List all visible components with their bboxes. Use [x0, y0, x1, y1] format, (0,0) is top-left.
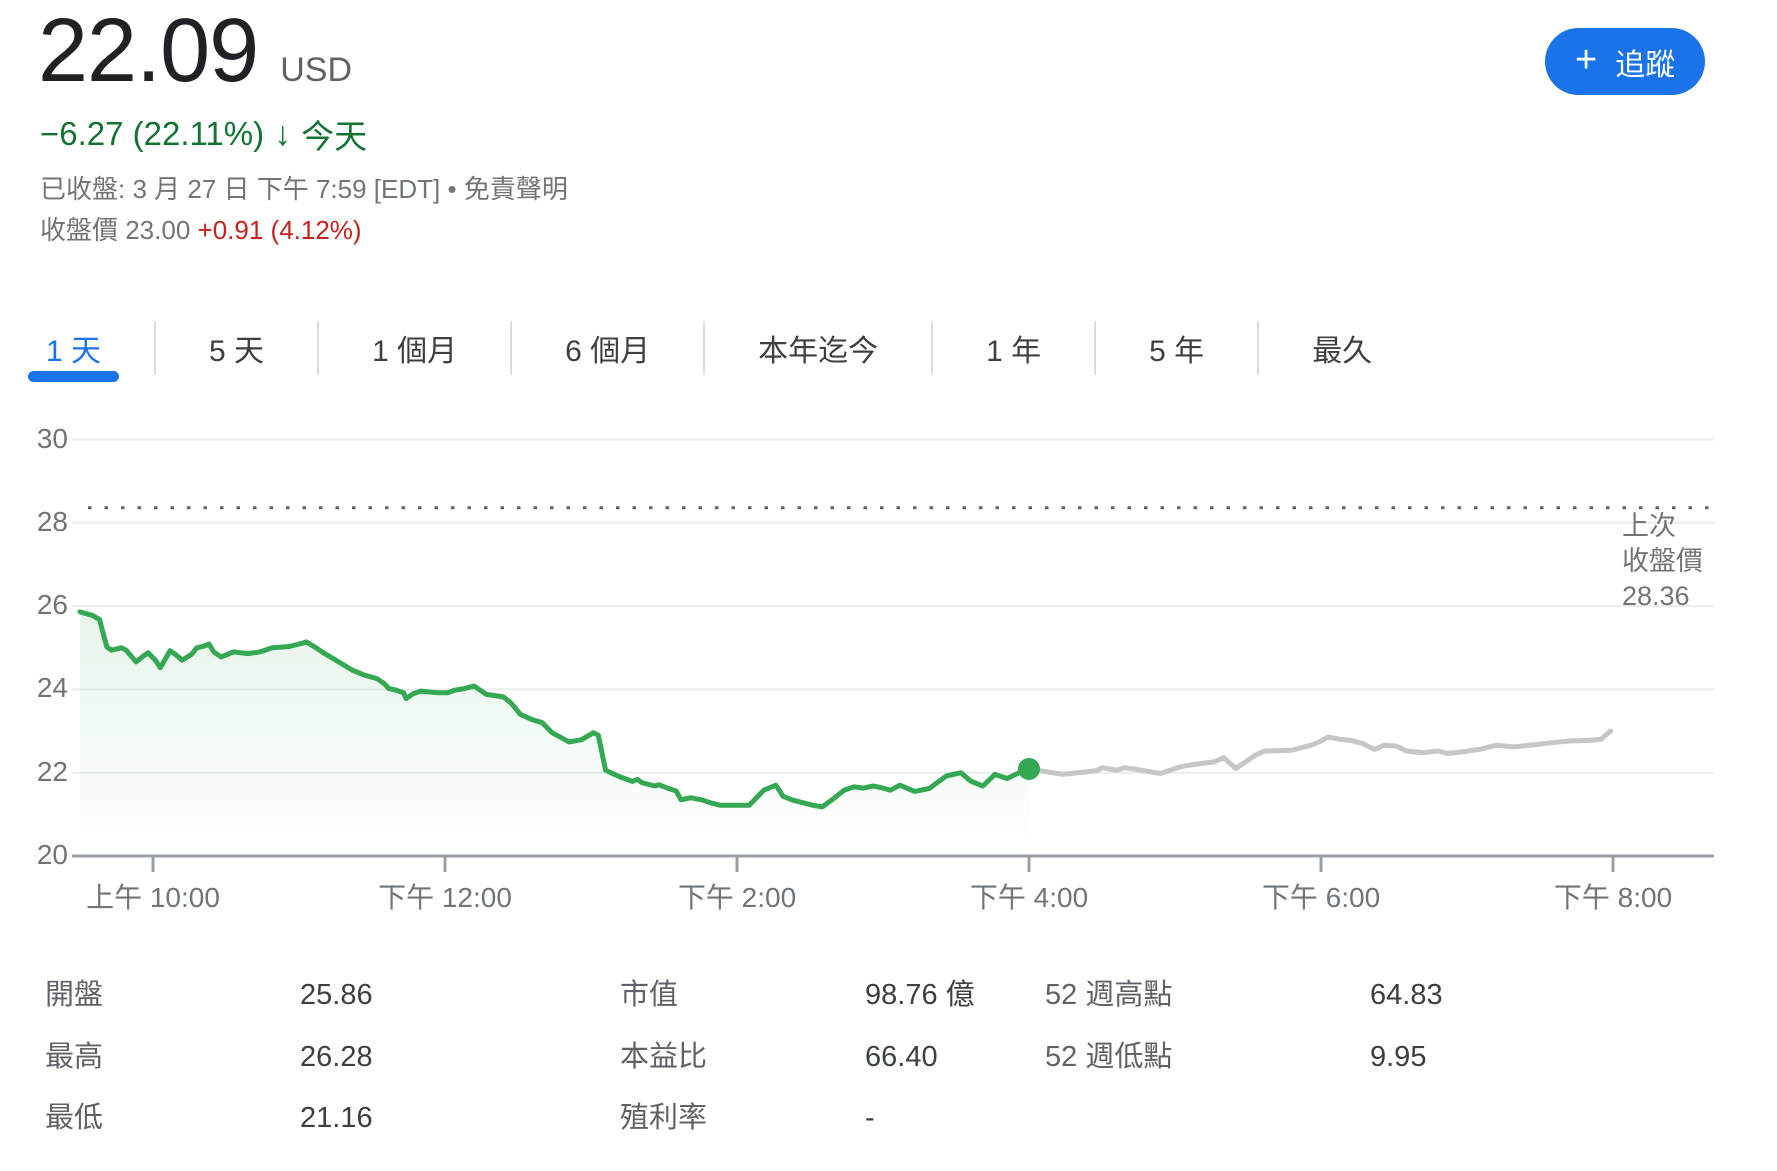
intraday-line: [77, 609, 1032, 810]
bullet-separator: •: [447, 174, 457, 204]
tab-6-months[interactable]: 6 個月: [565, 335, 651, 368]
tab-5-days[interactable]: 5 天: [209, 335, 265, 368]
tab-max[interactable]: 最久: [1312, 335, 1373, 368]
market-status-line: 已收盤: 3 月 27 日 下午 7:59 [EDT] • 免責聲明: [40, 169, 568, 206]
down-arrow-icon: ↓: [274, 115, 292, 153]
stat-label-market-cap: 市值: [620, 979, 679, 1011]
tab-divider: [1094, 321, 1097, 375]
stat-label-pe-ratio: 本益比: [620, 1041, 708, 1073]
stat-label-52wk-low: 52 週低點: [1045, 1041, 1173, 1073]
tab-1-month[interactable]: 1 個月: [372, 335, 458, 368]
current-price: 22.09: [38, 1, 259, 101]
stat-label-low: 最低: [45, 1102, 104, 1134]
time-range-tabs: 1 天 5 天 1 個月 6 個月 本年迄今 1 年 5 年 最久: [28, 314, 1390, 382]
after-hours-change: +0.91 (4.12%): [197, 215, 362, 245]
last-trade-marker: [1018, 757, 1040, 780]
tab-1-day[interactable]: 1 天: [28, 314, 120, 382]
stat-label-open: 開盤: [45, 979, 104, 1011]
stat-value-high: 26.28: [300, 1041, 373, 1073]
previous-close-annotation: 上次 收盤價 28.36: [1622, 511, 1703, 611]
stat-label-div-yield: 殖利率: [620, 1102, 708, 1134]
stat-label-52wk-high: 52 週高點: [1045, 979, 1173, 1011]
tab-ytd[interactable]: 本年迄今: [758, 335, 879, 368]
price-row: 22.09 USD: [38, 4, 352, 99]
tab-divider: [154, 321, 157, 375]
follow-button-label: 追蹤: [1615, 48, 1676, 82]
market-closed-text: 已收盤: 3 月 27 日 下午 7:59 [EDT]: [40, 174, 441, 204]
stat-value-low: 21.16: [300, 1102, 373, 1134]
after-hours-line: 收盤價 23.00 +0.91 (4.12%): [40, 210, 362, 247]
stat-value-52wk-high: 64.83: [1370, 979, 1443, 1011]
tab-divider: [931, 321, 934, 375]
stat-label-high: 最高: [45, 1041, 104, 1073]
stat-value-div-yield: -: [865, 1102, 875, 1134]
change-row: −6.27 (22.11%) ↓ 今天: [40, 110, 367, 158]
price-change: −6.27 (22.11%): [40, 115, 265, 152]
after-hours-line: [1026, 728, 1614, 777]
stat-value-market-cap: 98.76 億: [865, 979, 975, 1011]
today-label: 今天: [301, 118, 368, 155]
stat-value-open: 25.86: [300, 979, 373, 1011]
disclaimer-link[interactable]: 免責聲明: [463, 174, 568, 204]
follow-button[interactable]: + 追蹤: [1545, 28, 1706, 95]
plus-icon: +: [1575, 38, 1598, 81]
active-tab-underline: [28, 371, 120, 382]
stat-value-52wk-low: 9.95: [1370, 1041, 1427, 1073]
tab-divider: [1257, 321, 1260, 375]
tab-divider: [703, 321, 706, 375]
after-hours-close: 收盤價 23.00: [40, 215, 191, 245]
intraday-area-fill: [80, 611, 1029, 856]
tab-divider: [510, 321, 513, 375]
tab-1-year[interactable]: 1 年: [986, 335, 1042, 368]
stat-value-pe-ratio: 66.40: [865, 1041, 938, 1073]
currency-label: USD: [280, 51, 353, 89]
tab-5-years[interactable]: 5 年: [1149, 335, 1205, 368]
tab-divider: [317, 321, 320, 375]
